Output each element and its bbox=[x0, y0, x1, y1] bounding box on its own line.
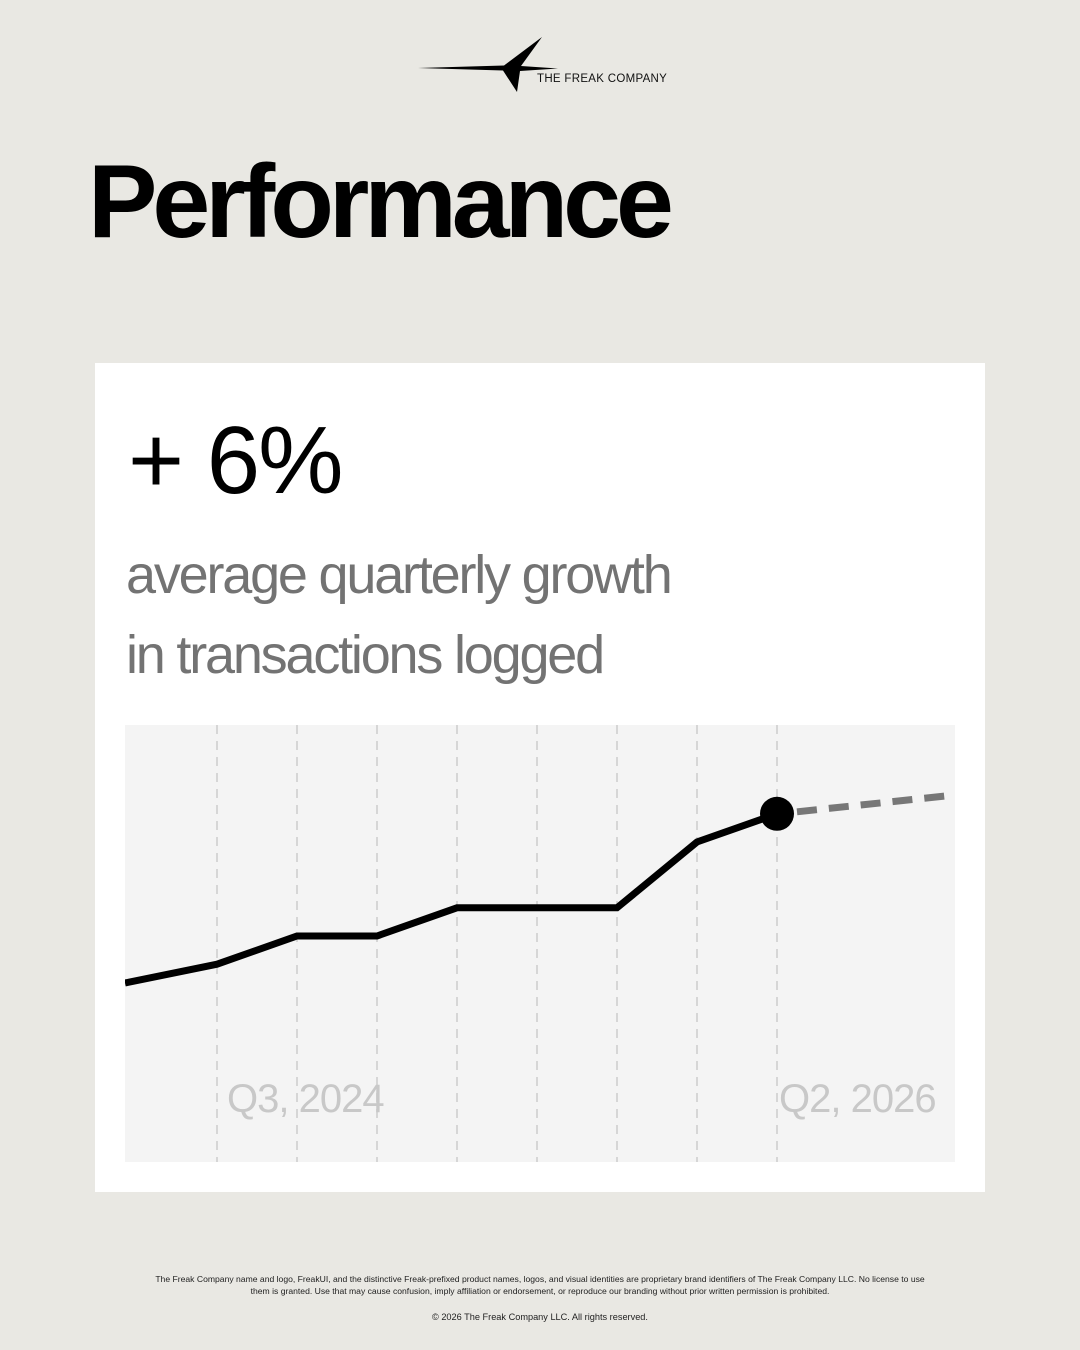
copyright: © 2026 The Freak Company LLC. All rights… bbox=[432, 1312, 648, 1322]
stat-card: + 6% average quarterly growth in transac… bbox=[95, 363, 985, 1192]
page-title: Performance bbox=[88, 144, 674, 260]
x-axis-label: Q2, 2026 bbox=[779, 1077, 936, 1121]
brand-logo: THE FREAK COMPANY bbox=[418, 36, 668, 94]
legal-line: The Freak Company name and logo, FreakUI… bbox=[155, 1274, 925, 1284]
current-point-marker bbox=[760, 796, 794, 831]
brand-name: THE FREAK COMPANY bbox=[537, 73, 668, 85]
subtitle-line: in transactions logged bbox=[126, 625, 605, 685]
growth-chart: Q3, 2024 Q2, 2026 bbox=[125, 725, 955, 1162]
stat-subtitle: average quarterly growth in transactions… bbox=[126, 535, 673, 695]
chart-background bbox=[125, 725, 955, 1162]
growth-chart-svg: Q3, 2024 Q2, 2026 bbox=[125, 725, 955, 1162]
legal-notice: The Freak Company name and logo, FreakUI… bbox=[120, 1273, 960, 1297]
subtitle-line: average quarterly growth bbox=[126, 545, 673, 605]
x-axis-label: Q3, 2024 bbox=[227, 1077, 384, 1121]
series-line-actual bbox=[125, 810, 779, 987]
series-line-projection bbox=[796, 791, 955, 816]
headline-value: + 6% bbox=[128, 407, 343, 514]
legal-line: them is granted. Use that may cause conf… bbox=[250, 1286, 830, 1296]
four-point-star-icon bbox=[418, 37, 558, 92]
